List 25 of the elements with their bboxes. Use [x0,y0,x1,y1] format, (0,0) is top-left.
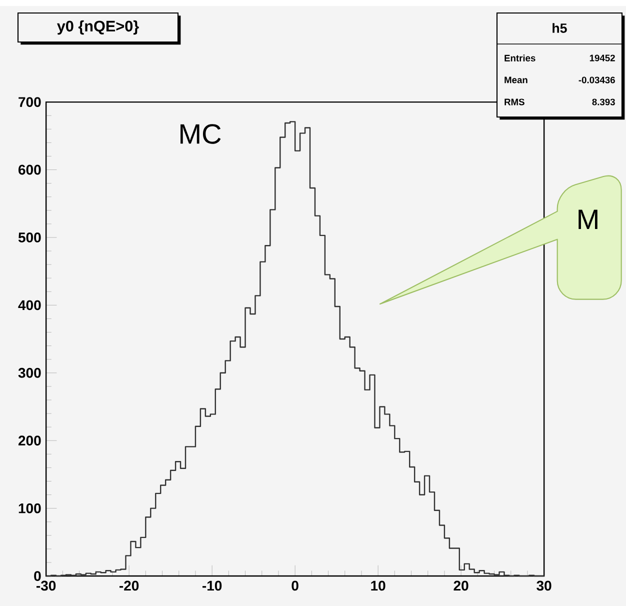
y-tick-label: 100 [18,503,41,514]
x-tick-label: -20 [119,580,139,591]
annotation: MC [180,124,221,144]
annotation: RMS [504,98,524,106]
x-tick-label: -30 [36,580,56,591]
text: 8.393 [592,98,615,106]
x-tick-label: 30 [536,580,552,591]
text: M [578,210,598,229]
x-tick-label: 0 [292,580,298,591]
text: Entries [504,54,536,62]
text: h5 [552,23,567,33]
text: -0.03436 [578,76,615,84]
x-tick-label: 20 [454,580,468,591]
y-tick-label: 600 [18,164,41,175]
y-tick-label: 700 [18,97,41,108]
text: Mean [504,76,528,84]
x-tick-label: -10 [202,580,222,591]
y-tick-label: 500 [18,232,41,242]
y-tick-label: 400 [18,300,41,310]
text: 19452 [590,54,615,62]
chart-title: y0 {nQE>0} [57,20,139,35]
y-tick-label: 200 [18,436,41,446]
x-tick-label: 10 [371,580,386,591]
y-tick-label: 0 [34,571,41,581]
y-tick-label: 300 [18,368,41,378]
